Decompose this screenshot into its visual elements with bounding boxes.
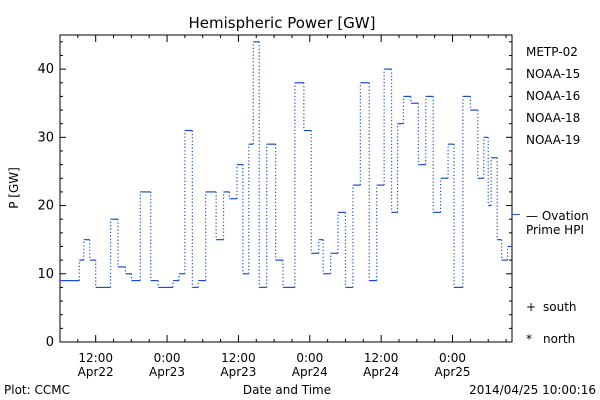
x-tick-label-date: Apr24 bbox=[363, 365, 399, 379]
y-tick-label: 10 bbox=[37, 267, 54, 282]
x-tick-label-time: 0:00 bbox=[154, 351, 181, 365]
legend-item-metp-02: METP-02 bbox=[526, 45, 578, 59]
hpi-label-line1: — Ovation bbox=[526, 209, 589, 223]
x-tick-label-date: Apr24 bbox=[292, 365, 328, 379]
x-tick-label-time: 0:00 bbox=[296, 351, 323, 365]
x-tick-label-time: 12:00 bbox=[78, 351, 113, 365]
y-axis-ticks: 0 10 20 30 40 bbox=[37, 41, 512, 350]
y-tick-label: 40 bbox=[37, 62, 54, 77]
series-group bbox=[60, 41, 512, 289]
marker-label-south: south bbox=[543, 300, 577, 314]
footer-timestamp: 2014/04/25 10:00:16 bbox=[469, 383, 596, 397]
legend-item-noaa-15: NOAA-15 bbox=[526, 67, 580, 81]
legend-item-noaa-18: NOAA-18 bbox=[526, 111, 580, 125]
hemisphere-markers: + south * north bbox=[526, 300, 577, 346]
y-tick-label: 30 bbox=[37, 130, 54, 145]
x-tick-label-date: Apr23 bbox=[149, 365, 185, 379]
plot-frame bbox=[59, 34, 513, 343]
x-axis-ticks: 12:00Apr220:00Apr2312:00Apr230:00Apr2412… bbox=[59, 35, 507, 379]
x-tick-label-time: 12:00 bbox=[364, 351, 399, 365]
legend-item-noaa-19: NOAA-19 bbox=[526, 133, 580, 147]
y-axis-label: P [GW] bbox=[7, 167, 21, 209]
marker-symbol-south: + bbox=[526, 300, 536, 314]
marker-symbol-north: * bbox=[526, 332, 532, 346]
footer-plot-source: Plot: CCMC bbox=[4, 383, 70, 397]
marker-label-north: north bbox=[543, 332, 575, 346]
legend-item-noaa-16: NOAA-16 bbox=[526, 89, 580, 103]
x-tick-label-time: 0:00 bbox=[439, 351, 466, 365]
x-tick-label-time: 12:00 bbox=[221, 351, 256, 365]
x-tick-label-date: Apr23 bbox=[220, 365, 256, 379]
chart-title: Hemispheric Power [GW] bbox=[189, 14, 376, 32]
y-tick-label: 20 bbox=[37, 199, 54, 214]
x-tick-label-date: Apr22 bbox=[78, 365, 114, 379]
hpi-label-line2: Prime HPI bbox=[526, 223, 584, 237]
y-tick-label: 0 bbox=[46, 335, 54, 350]
x-tick-label-date: Apr25 bbox=[435, 365, 471, 379]
legend: METP-02 NOAA-15 NOAA-16 NOAA-18 NOAA-19 bbox=[526, 45, 580, 147]
x-axis-label: Date and Time bbox=[243, 383, 331, 397]
